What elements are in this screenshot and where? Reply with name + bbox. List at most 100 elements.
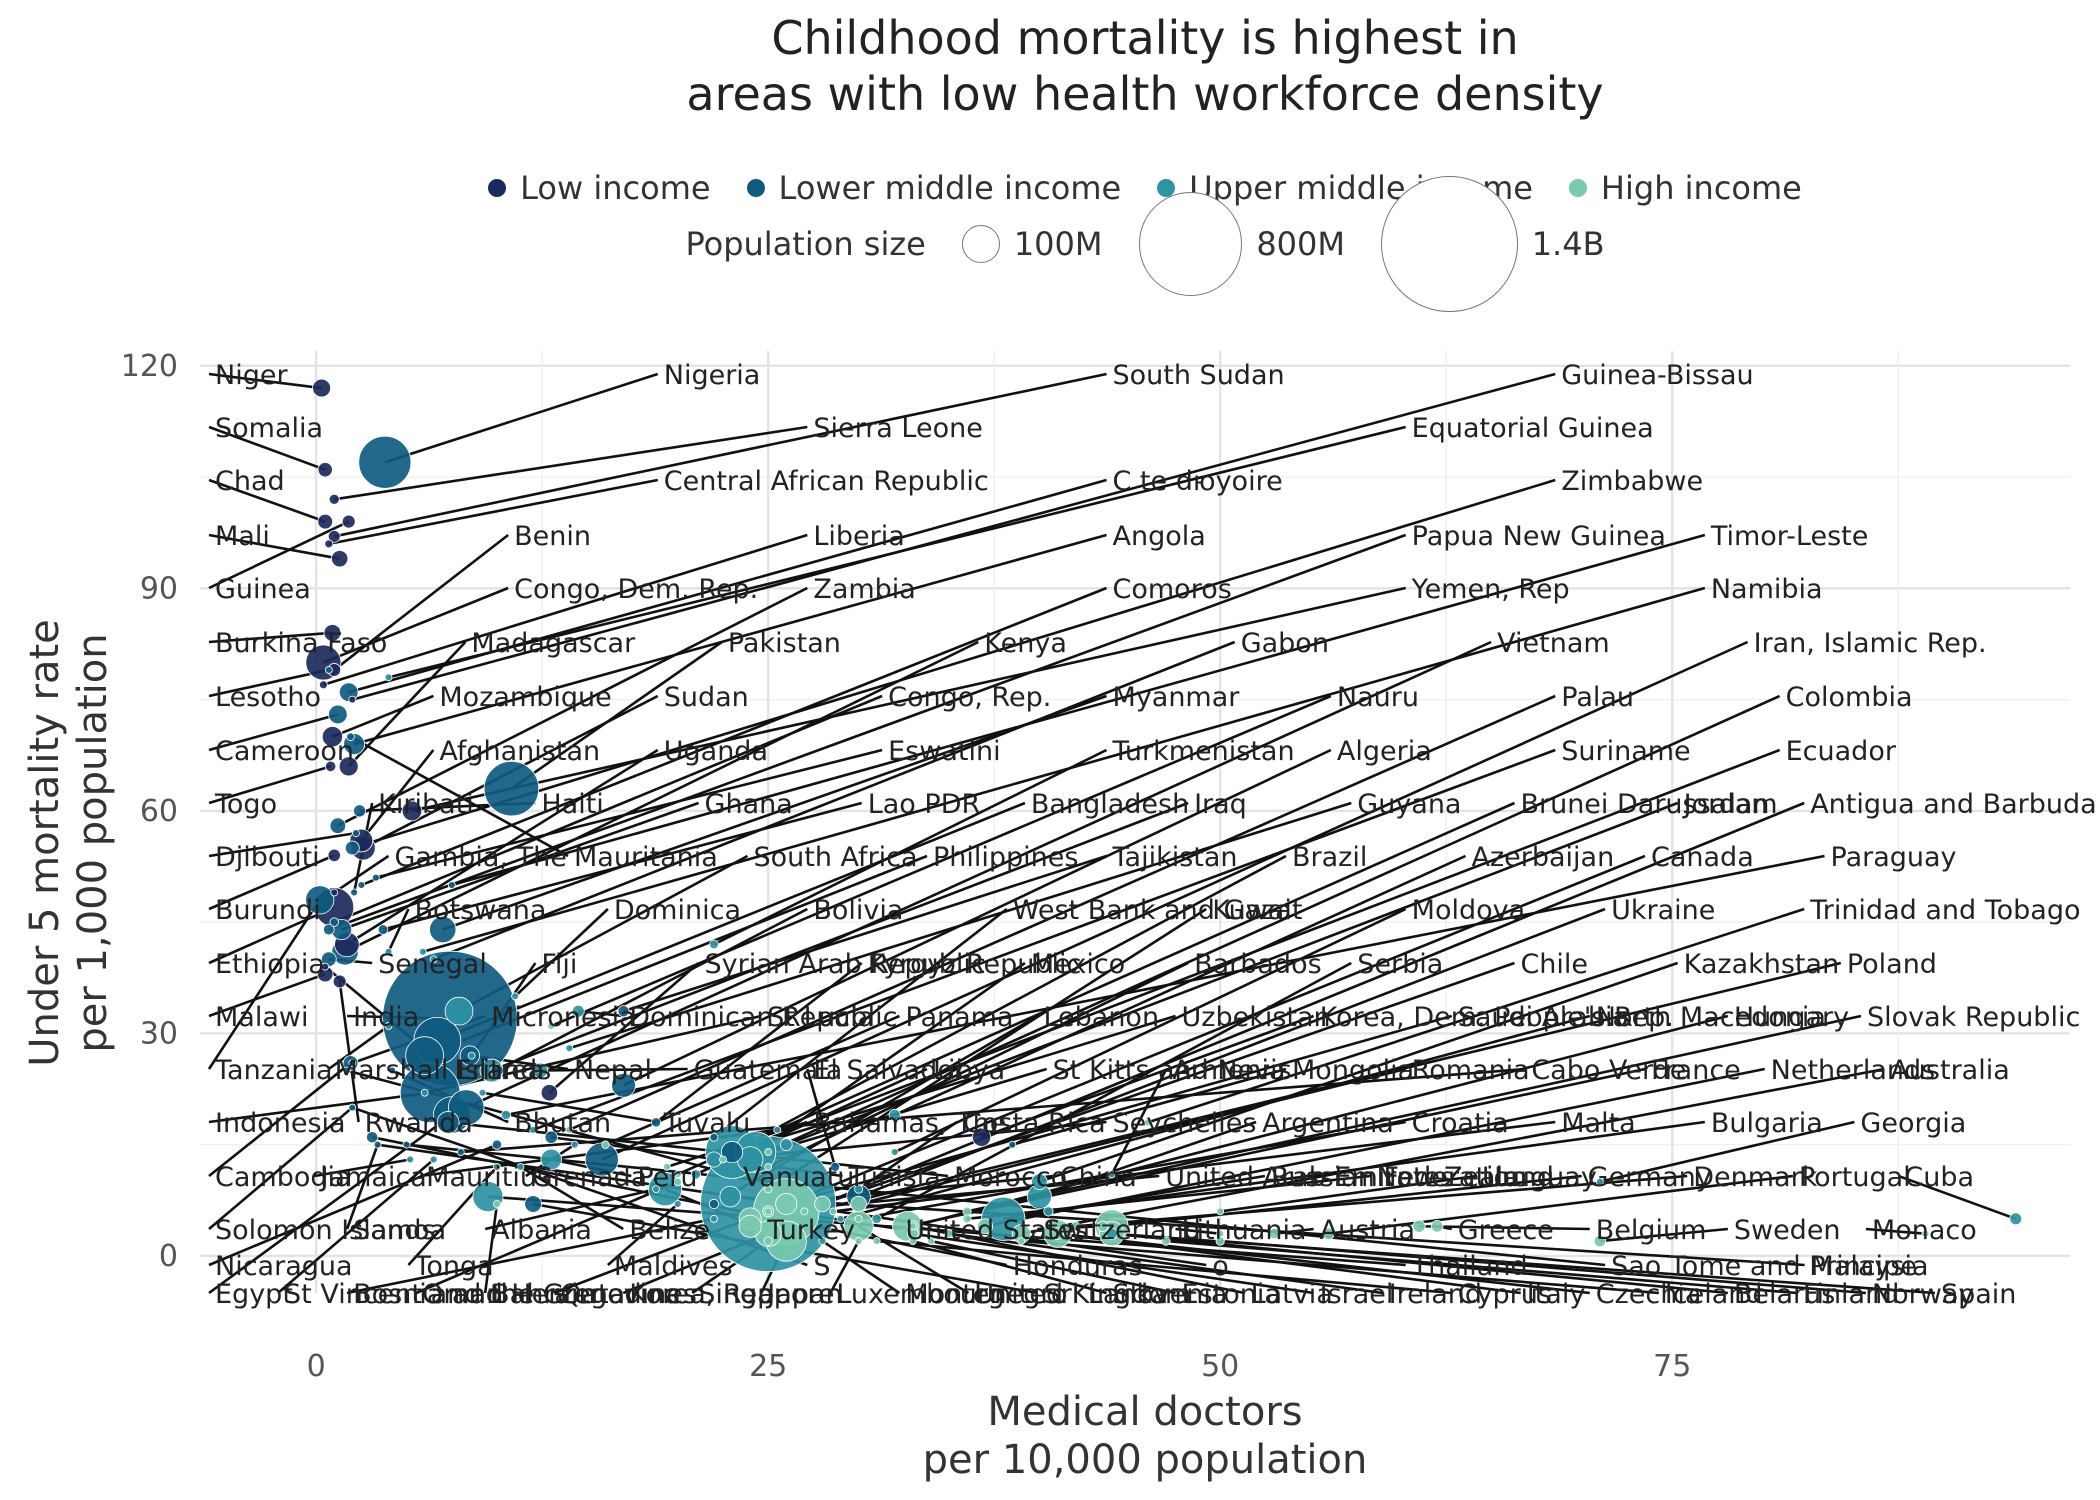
point-label-grenada: Grenada xyxy=(532,1162,647,1193)
point-label-botswana: Botswana xyxy=(414,895,546,926)
point-label-tuvalu: Tuvalu xyxy=(663,1108,751,1139)
point-papua-new-guinea xyxy=(323,923,335,936)
point-label-nigeria: Nigeria xyxy=(664,360,761,391)
leader-line-algeria xyxy=(622,748,1332,1087)
point-north-macedonia xyxy=(836,1214,845,1223)
leader-line-albania xyxy=(484,1187,657,1231)
point-label-singapore: Singapore xyxy=(698,1279,834,1310)
leader-line-guatemala xyxy=(540,1067,688,1072)
point-label-senegal: Senegal xyxy=(378,949,487,980)
point-sao-tome-and-principe xyxy=(402,1140,411,1149)
leader-line-bulgaria xyxy=(1048,1120,1706,1213)
leader-line-burundi xyxy=(208,854,335,911)
point-tunisia xyxy=(544,1130,558,1144)
leader-line-kyrgyz-republic xyxy=(655,961,863,1124)
point-niger xyxy=(312,378,331,398)
point-label-dominica: Dominica xyxy=(614,895,741,926)
point-label-libya: Libya xyxy=(933,1055,1005,1086)
point-label-india: India xyxy=(353,1002,419,1033)
point-label-sri-lanka: Sri Lanka xyxy=(1043,1279,1168,1310)
point-label-lesotho: Lesotho xyxy=(215,682,321,713)
point-belize xyxy=(516,1163,525,1171)
point-austria xyxy=(1268,1227,1281,1240)
point-tajikistan xyxy=(617,1005,630,1018)
point-label-congo-rep: Congo, Rep. xyxy=(888,682,1051,713)
point-label-honduras: Honduras xyxy=(1013,1251,1143,1282)
leader-line-korea-dem-people-s-rep xyxy=(981,1014,1315,1139)
point-estonia xyxy=(927,1237,935,1245)
point-label-lebanon: Lebanon xyxy=(1043,1002,1159,1033)
point-label-united-arab-emirates: United Arab Emirates xyxy=(1165,1162,1454,1193)
point-guatemala xyxy=(532,1062,549,1079)
point-label-kenya: Kenya xyxy=(984,628,1067,659)
point-gabon xyxy=(429,955,438,964)
point-equatorial-guinea xyxy=(384,673,393,682)
point-label-colombia: Colombia xyxy=(1786,682,1913,713)
point-label-albania: Albania xyxy=(491,1215,592,1246)
point-label-philippines: Philippines xyxy=(933,842,1078,873)
point-label-burkina-faso: Burkina Faso xyxy=(215,628,387,659)
point-nicaragua xyxy=(491,1139,503,1150)
point-algeria xyxy=(611,1072,636,1098)
legend-swatch-low-income xyxy=(488,179,507,197)
point-belarus xyxy=(1105,1227,1118,1240)
point-label-turkey: Turkey xyxy=(766,1215,855,1246)
point-burundi xyxy=(327,848,341,863)
point-label-solomon-islands: Solomon Islands xyxy=(215,1215,436,1246)
leader-line-afghanistan xyxy=(360,749,435,842)
point-vanuatu xyxy=(342,1066,351,1075)
leader-line-iran-islamic-rep xyxy=(601,640,1749,1161)
point-label-ecuador: Ecuador xyxy=(1786,736,1897,767)
point-label-qatar: Qatar xyxy=(560,1279,637,1310)
point-label-moldova: Moldova xyxy=(1412,895,1526,926)
point-label-nicaragua: Nicaragua xyxy=(215,1251,353,1282)
point-tonga xyxy=(493,1163,501,1171)
point-label-gambia-the: Gambia, The xyxy=(395,842,567,873)
point-syrian-arab-republic xyxy=(540,1084,559,1102)
leader-line-belgium xyxy=(1419,1224,1590,1231)
point-dominica xyxy=(511,992,519,1001)
point-west-bank-and-gaza xyxy=(709,1132,719,1142)
point-finland xyxy=(1161,1236,1171,1246)
point-label-croatia: Croatia xyxy=(1412,1108,1509,1139)
point-label-austria: Austria xyxy=(1320,1215,1415,1246)
leader-line-antigua-and-barbuda xyxy=(803,801,1805,1213)
point-label-st-vincent-and-the-grenadines: St Vincent and the Grenadines xyxy=(284,1279,697,1310)
size-legend-circle-small xyxy=(961,225,1000,263)
point-label-sudan: Sudan xyxy=(664,682,749,713)
leader-line-samoa xyxy=(345,1144,379,1230)
point-rwanda xyxy=(332,974,347,989)
point-label-uruguay: Uruguay xyxy=(1482,1162,1597,1193)
leader-line-uruguay xyxy=(1220,1174,1477,1213)
legend-label-lower-middle-income: Lower middle income xyxy=(778,169,1122,207)
point-label-maldives: Maldives xyxy=(614,1251,733,1282)
point-georgia xyxy=(1595,1177,1604,1186)
point-label-new-zealand: New Zealand xyxy=(1376,1162,1553,1193)
point-albania xyxy=(652,1185,660,1194)
point-label-s: S xyxy=(813,1251,830,1282)
point-label-paraguay: Paraguay xyxy=(1831,842,1957,873)
point-bahamas-the xyxy=(663,1163,671,1171)
leader-line-suriname xyxy=(532,748,1556,1132)
point-label-guinea-bissau: Guinea-Bissau xyxy=(1561,360,1753,391)
axis-layer: 0 30 60 90 120 0 25 50 75 xyxy=(121,349,1692,1384)
point-layer xyxy=(305,378,2023,1272)
leader-line-togo xyxy=(208,765,332,805)
leader-line-equatorial-guinea xyxy=(388,425,1406,679)
point-cuba xyxy=(2009,1212,2023,1226)
leader-line-portugal xyxy=(1328,1174,1793,1235)
point-sierra-leone xyxy=(328,493,340,505)
point-label-benin: Benin xyxy=(514,521,591,552)
point-label-equatorial-guinea: Equatorial Guinea xyxy=(1412,413,1654,444)
point-label-cuba: Cuba xyxy=(1904,1162,1974,1193)
point-nauru xyxy=(547,1022,556,1030)
size-legend-item-large: 1.4B xyxy=(1381,175,1605,313)
point-label-costa-rica: Costa Rica xyxy=(963,1108,1106,1139)
leader-line-palau xyxy=(568,694,1556,1132)
point-label-mexico: Mexico xyxy=(1031,949,1125,980)
point-label-timor-leste: Timor-Leste xyxy=(1710,521,1869,552)
point-label-antigua-and-barbuda: Antigua and Barbuda xyxy=(1810,789,2097,820)
point-label-azerbaijan: Azerbaijan xyxy=(1472,842,1615,873)
leader-line-ethiopia xyxy=(208,906,335,965)
point-montenegro xyxy=(818,1237,827,1245)
